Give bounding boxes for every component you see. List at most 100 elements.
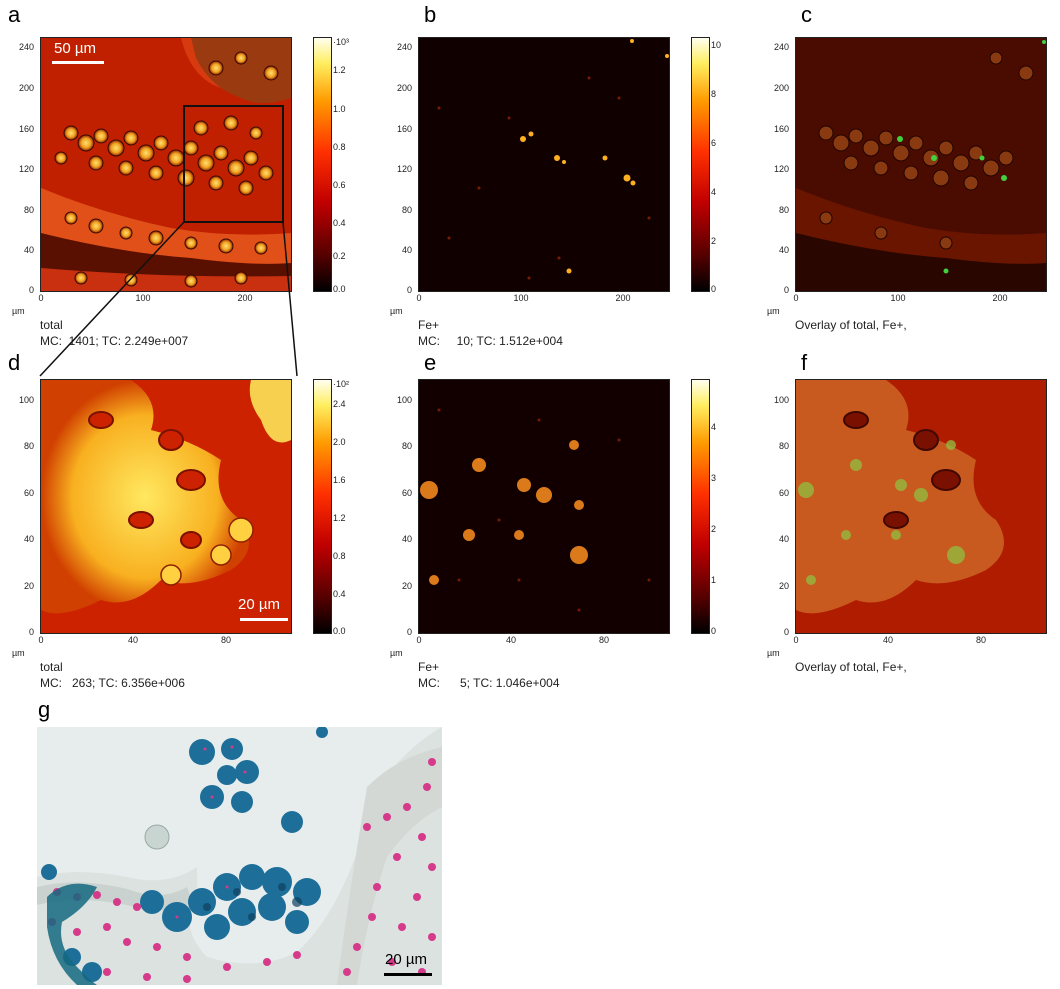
x-tick: 200 [237,293,253,303]
axis-unit: µm [390,306,403,316]
scale-bar [384,973,432,976]
x-tick: 80 [220,635,231,645]
y-tick: 0 [28,627,34,637]
scale-bar-label: 50 µm [54,40,96,57]
colorbar-tick: 0 [711,626,717,636]
scale-bar-label: 20 µm [385,951,427,968]
x-tick: 0 [793,635,799,645]
x-tick: 100 [135,293,151,303]
histology-image [37,727,442,985]
colorbar-tick: 4 [711,422,717,432]
y-tick: 0 [406,285,412,295]
y-tick: 160 [396,124,412,134]
y-tick: 60 [401,488,412,498]
y-tick: 120 [773,164,789,174]
y-tick: 100 [18,395,34,405]
channel-stats: MC: 10; TC: 1.512e+004 [418,334,563,348]
colorbar [691,379,710,634]
x-tick: 200 [992,293,1008,303]
colorbar-tick: 10 [711,40,722,50]
y-tick: 0 [28,285,34,295]
y-tick: 160 [773,124,789,134]
panel-label: a [8,2,21,27]
x-tick: 80 [598,635,609,645]
overlay-map [795,37,1047,292]
panel-e: e 4 3 2 1 0 100 80 60 40 20 0 0 40 80 µm… [378,342,748,702]
colorbar-tick: 0.4 [333,218,346,228]
colorbar-tick: 1.2 [333,513,346,523]
colorbar-tick: 2.4 [333,399,346,409]
axis-unit: µm [12,648,25,658]
x-tick: 100 [890,293,906,303]
x-tick: 40 [127,635,138,645]
channel-stats: MC: 263; TC: 6.356e+006 [40,676,185,690]
colorbar-tick: 0.2 [333,251,346,261]
panel-label: c [801,2,812,27]
x-tick: 0 [416,635,422,645]
y-tick: 200 [773,83,789,93]
y-tick: 0 [783,285,789,295]
y-tick: 40 [401,534,412,544]
y-tick: 120 [396,164,412,174]
y-tick: 0 [406,627,412,637]
colorbar-exponent: ·10³ [333,37,350,47]
scale-bar-label: 20 µm [238,596,280,613]
y-tick: 40 [401,245,412,255]
axis-unit: µm [390,648,403,658]
panel-label: d [8,350,21,375]
y-tick: 0 [783,627,789,637]
axis-unit: µm [767,306,780,316]
x-tick: 100 [513,293,529,303]
channel-stats: MC: 5; TC: 1.046e+004 [418,676,560,690]
zoom-region-box [183,105,284,223]
colorbar-tick: 0 [711,284,717,294]
colorbar-exponent: ·10² [333,379,350,389]
colorbar-tick: 6 [711,138,717,148]
colorbar-tick: 0.0 [333,284,346,294]
y-tick: 40 [23,245,34,255]
panel-label: g [38,697,51,722]
y-tick: 100 [396,395,412,405]
colorbar-tick: 0.4 [333,589,346,599]
axis-unit: µm [12,306,25,316]
y-tick: 80 [778,441,789,451]
y-tick: 40 [778,534,789,544]
y-tick: 120 [18,164,34,174]
y-tick: 80 [401,205,412,215]
y-tick: 80 [23,441,34,451]
y-tick: 240 [773,42,789,52]
colorbar-tick: 2.0 [333,437,346,447]
x-tick: 80 [975,635,986,645]
channel-name: total [40,660,63,674]
x-tick: 0 [38,293,44,303]
x-tick: 200 [615,293,631,303]
colorbar-tick: 8 [711,89,717,99]
colorbar [313,37,332,292]
panel-g: g [0,695,460,989]
overlay-caption: Overlay of total, Fe+, [795,660,907,674]
panel-b: b 10 8 6 4 2 0 240 200 160 120 80 40 0 0… [378,0,748,360]
axis-unit: µm [767,648,780,658]
x-tick: 40 [505,635,516,645]
panel-label: e [424,350,437,375]
fe-ion-map-zoom [418,379,670,634]
colorbar-tick: 3 [711,473,717,483]
x-tick: 0 [416,293,422,303]
y-tick: 200 [396,83,412,93]
x-tick: 0 [793,293,799,303]
y-tick: 200 [18,83,34,93]
colorbar-tick: 0.8 [333,142,346,152]
colorbar-tick: 1.2 [333,65,346,75]
y-tick: 60 [23,488,34,498]
x-tick: 40 [882,635,893,645]
scale-bar [52,61,104,64]
channel-name: total [40,318,63,332]
fe-ion-map [418,37,670,292]
channel-name: Fe+ [418,660,440,674]
colorbar-tick: 2 [711,524,717,534]
y-tick: 60 [778,488,789,498]
panel-label: b [424,2,437,27]
colorbar-tick: 0.0 [333,626,346,636]
colorbar [313,379,332,634]
overlay-map-zoom [795,379,1047,634]
